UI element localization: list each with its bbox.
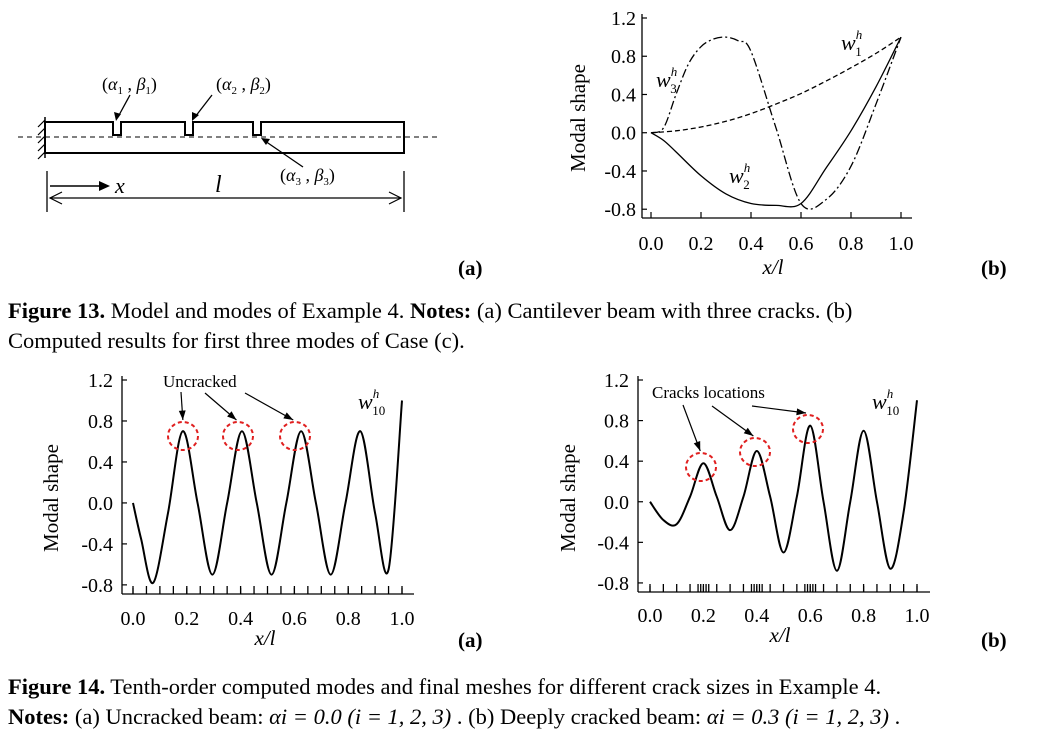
crack-highlight-circle: [222, 421, 254, 451]
beam-outline: [44, 121, 405, 154]
x-tick-label: 0.0: [639, 233, 664, 255]
y-tick-label: 0.0: [604, 492, 629, 514]
annotation-arrowhead: [743, 427, 754, 436]
crack-highlight-circle: [279, 421, 311, 451]
y-tick-label: -0.4: [604, 161, 636, 183]
fig13b-chart: 1.20.80.40.0-0.4-0.80.0 0.2 0.4 0.6 0.8 1.0Mo…: [566, 8, 914, 279]
y-tick-label: -0.8: [81, 575, 113, 597]
crack-highlight-circle: [685, 452, 717, 482]
x-axis-label: x/l: [254, 626, 276, 650]
y-tick-label: 1.2: [88, 370, 113, 392]
annotation-uncracked: Uncracked: [163, 372, 237, 391]
x-axis-label: x/l: [769, 623, 791, 647]
annotation-arrowhead: [178, 410, 186, 420]
y-tick-label: -0.4: [81, 534, 113, 556]
y-axis-label: Modal shape: [556, 444, 580, 552]
y-tick-label: -0.8: [597, 573, 629, 595]
y-tick-label: 1.2: [604, 370, 629, 392]
series-w10h: [132, 400, 403, 584]
fig14a-panel-label: (a): [458, 628, 483, 652]
x-tick-label: 0.4: [739, 233, 764, 255]
curve-label-w2: wh 2: [729, 160, 750, 192]
annotation-arrowhead: [693, 441, 701, 451]
x-tick-label: 0.2: [689, 233, 714, 255]
fig13-caption-title: Figure 13.: [8, 298, 106, 323]
crack-highlight-circle: [792, 414, 824, 444]
curve-label-w3: wh 3: [656, 64, 677, 96]
y-tick-label: 0.8: [88, 411, 113, 433]
y-tick-label: 0.4: [604, 451, 629, 473]
crack-highlight-circle: [167, 421, 199, 451]
fig13a-panel-label: (a): [458, 256, 483, 280]
crack-label-1: (α1 , β1): [102, 74, 157, 97]
fig14b-panel-label: (b): [981, 628, 1007, 652]
y-tick-label: 0.4: [88, 452, 113, 474]
annotation-crack-locations: Cracks locations: [652, 383, 765, 402]
series-w1h: [650, 36, 902, 134]
x-tick-label: 0.2: [174, 608, 199, 630]
annotation-arrowhead: [227, 411, 237, 420]
fig14-caption: Figure 14. Tenth-order computed modes an…: [8, 674, 901, 729]
curve-label-w10: wh 10: [358, 386, 385, 418]
y-tick-label: 0.8: [611, 46, 636, 68]
x-tick-label: 0.6: [789, 233, 814, 255]
x-tick-label: 0.4: [228, 608, 253, 630]
y-tick-label: -0.4: [597, 532, 629, 554]
x-tick-label: 0.8: [336, 608, 361, 630]
y-tick-label: 0.4: [611, 84, 636, 106]
series-w10h: [649, 400, 918, 572]
x-axis-label: x/l: [762, 255, 784, 279]
x-tick-label: 1.0: [905, 605, 930, 627]
y-tick-label: 1.2: [611, 8, 636, 30]
y-tick-label: 0.0: [611, 123, 636, 145]
x-tick-label: 1.0: [889, 233, 914, 255]
crack-highlight-circle: [739, 437, 771, 467]
y-axis-label: Modal shape: [39, 444, 63, 552]
x-tick-label: 0.6: [798, 605, 823, 627]
y-tick-label: 0.0: [88, 493, 113, 515]
annotation-arrowhead: [283, 412, 294, 420]
y-tick-label: 0.8: [604, 411, 629, 433]
x-tick-label: 0.0: [638, 605, 663, 627]
x-tick-label: 0.0: [121, 608, 146, 630]
fig13b-panel-label: (b): [981, 256, 1007, 280]
annotation-arrowhead: [796, 408, 807, 416]
fig13a-beam-diagram: (α1 , β1) (α2 , β2) (α3 , β3) x l: [18, 74, 440, 212]
fig13-caption: Figure 13. Model and modes of Example 4.…: [8, 298, 853, 353]
y-axis-label: Modal shape: [566, 64, 590, 172]
y-tick-label: -0.8: [604, 199, 636, 221]
x-tick-label: 0.6: [282, 608, 307, 630]
curve-label-w1: wh 1: [841, 27, 862, 59]
series-w2h: [650, 36, 902, 208]
fig14-caption-title: Figure 14.: [8, 674, 106, 699]
x-tick-label: 0.2: [691, 605, 716, 627]
x-tick-label: 0.8: [839, 233, 864, 255]
x-tick-label: 0.8: [851, 605, 876, 627]
x-axis-symbol: x: [114, 173, 125, 198]
length-symbol: l: [215, 172, 222, 198]
x-tick-label: 0.4: [744, 605, 769, 627]
crack-label-3: (α3 , β3): [280, 165, 335, 188]
x-tick-label: 1.0: [390, 608, 415, 630]
curve-label-w10: wh 10: [872, 386, 899, 418]
crack-label-2: (α2 , β2): [216, 74, 271, 97]
